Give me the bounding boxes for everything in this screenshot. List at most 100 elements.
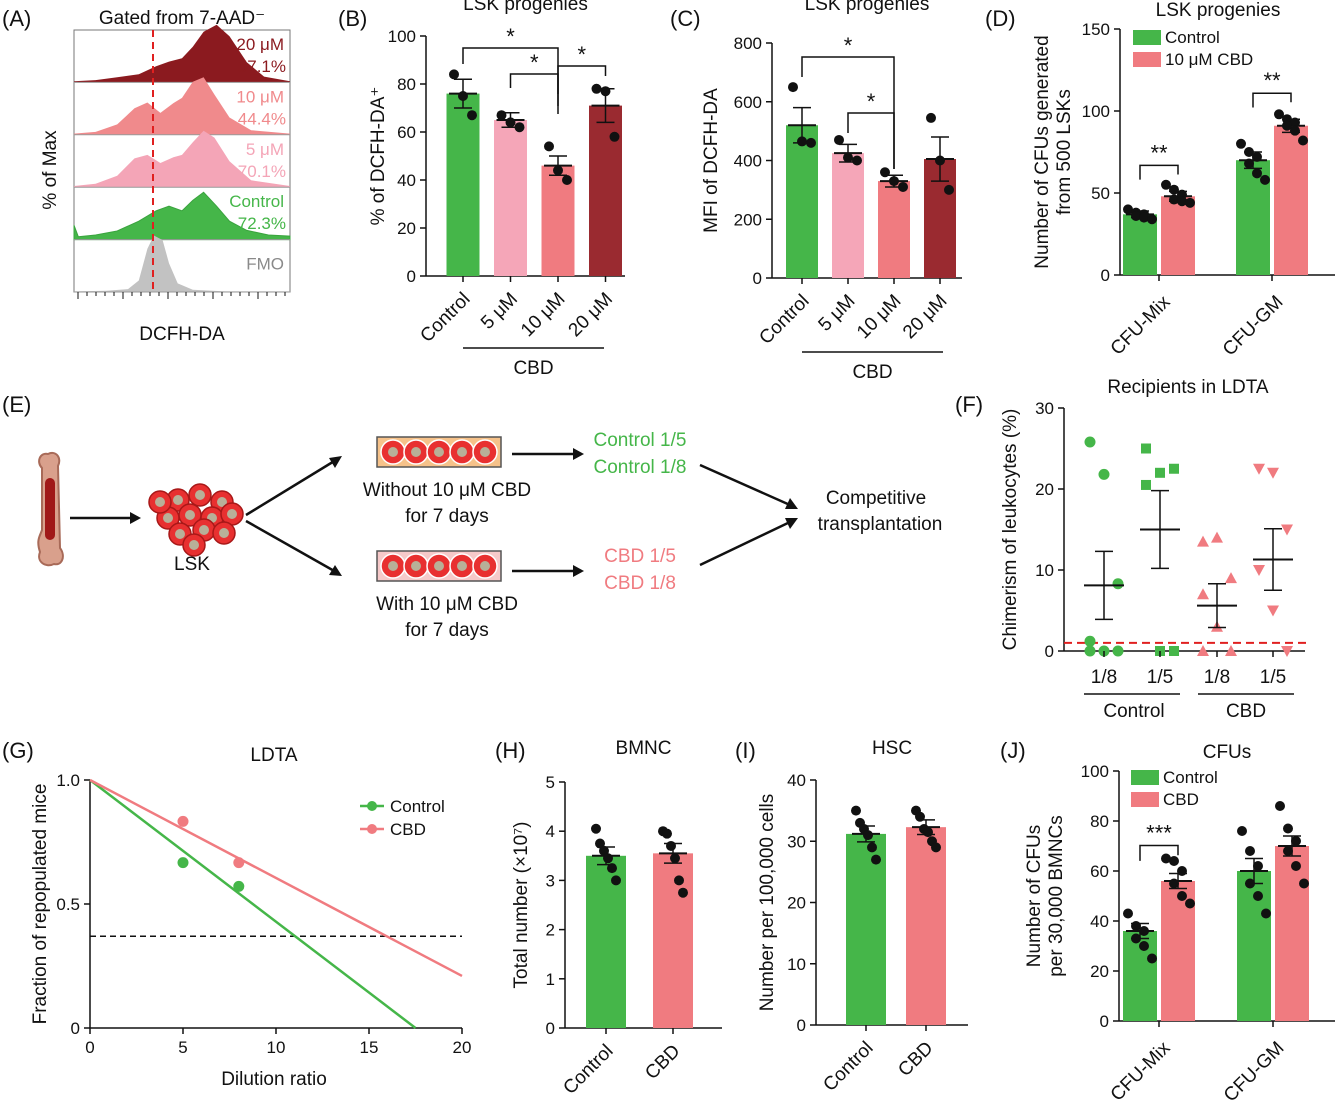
data-point [678,888,688,898]
x-axis-label: DCFH-DA [139,324,225,345]
data-point [662,829,672,839]
condition-label: With 10 μM CBD [376,594,518,615]
data-point [178,857,189,868]
control-group-label: Control 1/5 [594,430,687,451]
data-point [1085,437,1096,448]
legend-swatch [1133,52,1161,67]
data-point [1290,126,1300,136]
bar-Control [786,125,818,278]
x-tick-label: CFU-GM [1220,1038,1289,1103]
data-point [1147,954,1157,964]
y-tick-label: 40 [1090,912,1109,931]
chart-title: LDTA [250,745,297,766]
legend-label: Control [390,797,445,816]
x-tick-label: 5 [178,1038,187,1057]
arrow-head [573,565,584,577]
data-point [843,153,853,163]
x-tick-label: 15 [360,1038,379,1057]
data-point [591,824,601,834]
data-point [1123,909,1133,919]
arrow-head [573,448,584,460]
bar-5 μM [832,153,864,278]
panel-letter: (C) [670,6,701,31]
bar-5 μM [494,120,527,276]
data-point [1253,891,1263,901]
chart-title: HSC [872,738,912,759]
x-tick-label: Control [819,1038,877,1096]
cell-nucleus [163,513,173,523]
fit-line-Control [90,780,416,1028]
data-point [1261,909,1271,919]
data-point [1253,565,1265,576]
data-point [601,86,611,96]
x-tick-label: 1/5 [1147,667,1173,688]
control-group-label: Control 1/8 [594,457,687,478]
track-label: 10 μM [236,87,284,106]
cell-nucleus [457,561,467,571]
arrow-shaft [246,460,336,515]
data-point [553,165,563,175]
y-tick-label: 60 [1090,862,1109,881]
chart-title: LSK progenies [1156,0,1281,21]
y-tick-label: 0.5 [56,895,80,914]
x-tick-label: Control [755,291,813,349]
panel-letter: (I) [735,738,756,763]
x-tick-label: 20 μM [899,291,951,343]
data-point [1237,826,1247,836]
data-point [670,853,680,863]
data-point [1252,152,1262,162]
x-tick-label: 20 μM [565,289,617,341]
cell-nucleus [411,447,421,457]
bar-CFU-GM-10 μM CBD [1274,126,1308,275]
significance-bracket [1253,93,1291,107]
data-point [1225,572,1237,583]
cell-nucleus [195,490,205,500]
legend-label: Control [1165,28,1220,47]
data-point [233,881,244,892]
legend-label: CBD [1163,790,1199,809]
group-label: CBD [852,362,892,383]
outcome-label: transplantation [818,514,943,535]
significance-label: * [867,89,876,114]
track-value: 72.3% [238,214,286,233]
data-point [458,91,468,101]
data-point [1291,836,1301,846]
y-axis-label: Number of CFUs generated [1032,35,1053,268]
cell-nucleus [227,509,237,519]
arrow-shaft [246,521,336,572]
panel-letter: (B) [338,6,367,31]
track-label: 5 μM [246,140,284,159]
data-point [592,84,602,94]
data-point [1197,536,1209,547]
chart-title: BMNC [616,738,672,759]
y-axis-label: per 30,000 BMNCs [1046,815,1067,977]
significance-bracket [1140,165,1178,179]
cell-nucleus [189,540,199,550]
data-point [880,167,890,177]
x-tick-label: 0 [85,1038,94,1057]
chart-title: LSK progenies [805,0,930,15]
y-tick-label: 200 [734,210,762,229]
data-point [1197,588,1209,599]
data-point [1281,525,1293,536]
data-point [1169,464,1179,474]
data-point [1177,866,1187,876]
x-tick-label: 10 μM [517,289,569,341]
data-point [1113,578,1124,589]
group-label: Control [1103,701,1164,722]
x-tick-label: 10 μM [853,291,905,343]
y-tick-label: 5 [546,773,555,792]
y-axis-label: % of DCFH-DA⁺ [368,87,389,226]
data-point [1291,861,1301,871]
data-point [1177,891,1187,901]
panel-letter: (D) [985,6,1016,31]
y-tick-label: 20 [397,219,416,238]
panel-letter: (A) [2,6,31,31]
bar-10 μM [878,181,910,278]
data-point [603,853,613,863]
group-label: CBD [1226,701,1266,722]
cell-nucleus [480,447,490,457]
y-axis-label: % of Max [40,130,61,210]
y-tick-label: 10 [1035,561,1054,580]
cell-nucleus [434,561,444,571]
